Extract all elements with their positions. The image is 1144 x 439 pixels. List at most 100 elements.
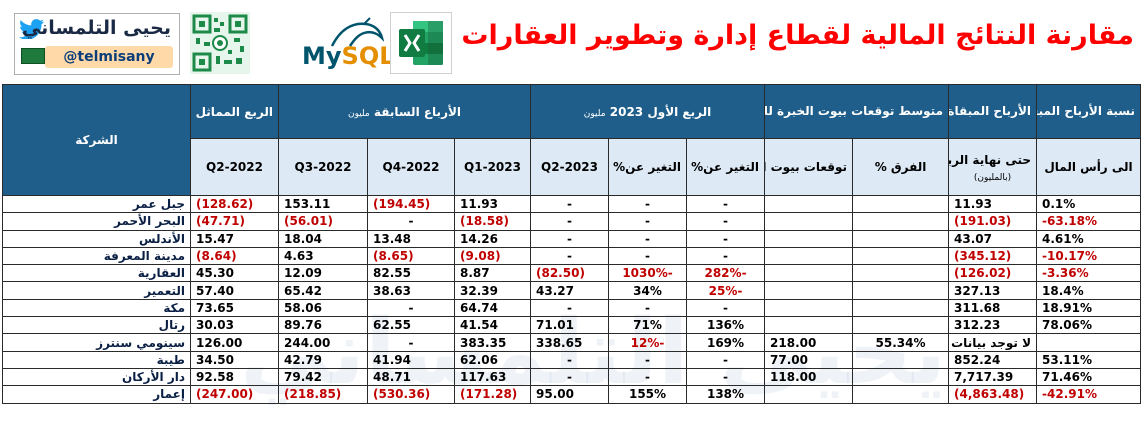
cell-expect xyxy=(764,385,854,404)
cell-q4-2022: 82.55 xyxy=(367,264,455,283)
cell-q3-2022: 42.79 xyxy=(278,350,368,369)
q2-2022-subheader: Q2-2022 xyxy=(190,138,279,196)
cell-chg-same: 138% xyxy=(686,385,766,404)
cell-expect xyxy=(764,194,854,214)
cell-q4-2022: 62.55 xyxy=(367,316,455,335)
excel-icon xyxy=(390,12,452,74)
table-row: 71.46% 7,717.39 118.00- - -117.63 48.71 79.42 9… xyxy=(2,367,1142,387)
cell-name: الأندلس xyxy=(2,229,191,248)
cell-q3-2022: 58.06 xyxy=(278,298,368,318)
cell-ratio: -42.91% xyxy=(1036,385,1142,404)
q4-2022-subheader: Q4-2022 xyxy=(367,138,455,196)
cell-q1-2023: 117.63 xyxy=(454,367,531,387)
q3-2022-subheader: Q3-2022 xyxy=(278,138,368,196)
cell-ratio: 18.91% xyxy=(1036,298,1142,318)
cell-q2-2023: - xyxy=(529,246,610,266)
cell-q2-2023: - xyxy=(529,367,610,387)
cell-chg-same: 136% xyxy=(686,316,766,335)
cell-q1-2023: (9.08) xyxy=(454,246,531,266)
cell-q3-2022: 4.63 xyxy=(278,246,368,266)
cell-q3-2022: (56.01) xyxy=(278,212,368,231)
retained-header: الأرباح المبقاة / أو الخسائر المتراكمة xyxy=(948,84,1038,139)
same-quarter-header: الربع المماثل xyxy=(190,84,279,139)
expectations-header: متوسط توقعات بيوت الخبرة للربع الأول 202… xyxy=(764,84,950,139)
cell-ratio: -10.17% xyxy=(1036,246,1142,266)
cell-diff xyxy=(852,281,950,300)
table-row: 0.1% 11.93- - -11.93 (194.45) 153.11 (128.62) ج… xyxy=(2,194,1142,214)
cell-q2-2022: (8.64) xyxy=(190,246,279,266)
cell-q1-2023: 383.35 xyxy=(454,333,531,352)
cell-q4-2022: 13.48 xyxy=(367,229,455,248)
twitter-bird-icon xyxy=(19,19,44,39)
company-header: الشركة xyxy=(2,84,191,196)
cell-q4-2022: 48.71 xyxy=(367,367,455,387)
cell-q2-2023: 71.01 xyxy=(529,316,610,335)
cell-q4-2022: 38.63 xyxy=(367,281,455,300)
cell-retained: (4,863.48) xyxy=(948,385,1038,404)
cell-q2-2022: 34.50 xyxy=(190,350,279,369)
cell-retained: 311.68 xyxy=(948,298,1038,318)
cell-q3-2022: 244.00 xyxy=(278,333,368,352)
cell-expect xyxy=(764,316,854,335)
cell-q1-2023: 8.87 xyxy=(454,264,531,283)
cell-q2-2023: 338.65 xyxy=(529,333,610,352)
cell-q1-2023: 11.93 xyxy=(454,194,531,214)
cell-name: إعمار xyxy=(2,385,191,404)
cell-q2-2022: 73.65 xyxy=(190,298,279,318)
table-row: -63.18% (191.03) - - - (18.58) - (56.01) (47.71)… xyxy=(2,212,1142,231)
cell-q1-2023: 41.54 xyxy=(454,316,531,335)
previous-quarters-header: الأرباع السابقة مليون xyxy=(278,84,531,139)
cell-q2-2023: 95.00 xyxy=(529,385,610,404)
cell-diff xyxy=(852,367,950,387)
qr-code-icon xyxy=(190,12,250,74)
results-table: نسبة الأرباح المبقاة أو الخسائر المتراكم… xyxy=(2,84,1142,404)
cell-q1-2023: 62.06 xyxy=(454,350,531,369)
cell-retained: 7,717.39 xyxy=(948,367,1038,387)
cell-name: طيبة xyxy=(2,350,191,369)
cell-q2-2023: 43.27 xyxy=(529,281,610,300)
cell-q2-2022: (47.71) xyxy=(190,212,279,231)
table-row: 78.06% 312.23 136% 71% 71.01 41.54 62.55 89.76 3… xyxy=(2,316,1142,335)
cell-expect: 218.00 xyxy=(764,333,854,352)
cell-q3-2022: 65.42 xyxy=(278,281,368,300)
cell-retained: 11.93 xyxy=(948,194,1038,214)
cell-q2-2023: - xyxy=(529,229,610,248)
cell-name: جبل عمر xyxy=(2,194,191,214)
cell-retained: 43.07 xyxy=(948,229,1038,248)
change-prev-subheader: التغير عن% الربع السابق xyxy=(608,138,688,196)
results-body: 0.1% 11.93- - -11.93 (194.45) 153.11 (128.62) ج… xyxy=(2,194,1142,404)
cell-chg-same: - xyxy=(686,194,766,214)
cell-chg-same: 169% xyxy=(686,333,766,352)
cell-name: دار الأركان xyxy=(2,367,191,387)
cell-q2-2023: - xyxy=(529,194,610,214)
cell-diff: 55.34% xyxy=(852,333,950,352)
cell-name: رتال xyxy=(2,316,191,335)
cell-chg-same: -282% xyxy=(686,264,766,283)
cell-q4-2022: 41.94 xyxy=(367,350,455,369)
cell-retained: 312.23 xyxy=(948,316,1038,335)
cell-diff xyxy=(852,212,950,231)
table-row: 18.91% 311.68- - -64.74-58.06 73.65 مكة xyxy=(2,298,1142,318)
table-row: لا توجد بيانات 55.34% 218.00 169% -12% 338.65… xyxy=(2,333,1142,352)
cell-q3-2022: (218.85) xyxy=(278,385,368,404)
cell-q2-2022: (128.62) xyxy=(190,194,279,214)
cell-q2-2022: 30.03 xyxy=(190,316,279,335)
dolphin-icon xyxy=(330,17,384,47)
cell-chg-same: - xyxy=(686,367,766,387)
author-name: يحيى التلمساني xyxy=(21,17,171,39)
cell-chg-same: - xyxy=(686,246,766,266)
cell-expect xyxy=(764,298,854,318)
cell-diff xyxy=(852,316,950,335)
cell-diff xyxy=(852,264,950,283)
saudi-flag-icon xyxy=(21,48,45,64)
cell-q1-2023: (18.58) xyxy=(454,212,531,231)
cell-q1-2023: 64.74 xyxy=(454,298,531,318)
cell-chg-prev: - xyxy=(608,246,688,266)
header-strip: مقارنة النتائج المالية لقطاع إدارة وتطوي… xyxy=(0,0,1144,84)
cell-retained: لا توجد بيانات xyxy=(948,333,1038,352)
cell-q2-2022: 57.40 xyxy=(190,281,279,300)
cell-q2-2023: - xyxy=(529,212,610,231)
cell-q4-2022: - xyxy=(367,298,455,318)
cell-chg-prev: -12% xyxy=(608,333,688,352)
q1-2023-subheader: Q1-2023 xyxy=(454,138,531,196)
